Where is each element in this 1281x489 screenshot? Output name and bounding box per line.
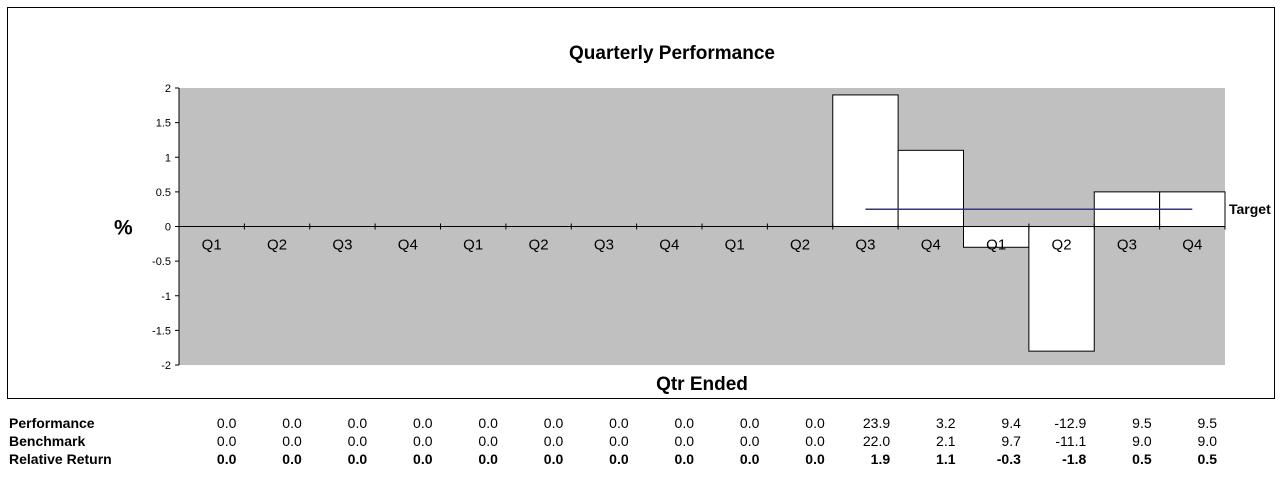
table-cell: -11.1 (1055, 433, 1087, 449)
table-cell: 0.0 (674, 433, 694, 449)
table-cell: 9.0 (1132, 433, 1152, 449)
table-cell: 23.9 (862, 415, 891, 431)
table-cell: 0.0 (478, 415, 498, 431)
x-tick-label: Q2 (267, 237, 287, 254)
table-cell: 0.0 (543, 451, 564, 467)
x-tick-label: Q2 (529, 237, 549, 254)
y-tick-label: -0.5 (152, 256, 171, 268)
table-cell: 0.0 (478, 451, 498, 467)
table-cell: 9.0 (1197, 433, 1217, 449)
table-cell: 0.0 (674, 451, 694, 467)
x-tick-label: Q4 (398, 237, 418, 254)
x-tick-label: Q4 (921, 237, 941, 254)
table-row: Relative Return 0.0 0.0 0.0 0.0 0.0 0.0 0.0 0.0 0… (7, 450, 1267, 468)
table-cell: 0.0 (674, 415, 694, 431)
table-cell: 0.0 (609, 415, 629, 431)
x-tick-label: Q3 (855, 237, 875, 254)
table-cell: 0.0 (347, 433, 368, 449)
table-cell: 0.0 (347, 451, 368, 467)
x-tick-label: Q2 (1052, 237, 1072, 254)
x-tick-label: Q3 (1117, 237, 1137, 254)
table-cell: -1.8 (1062, 451, 1087, 467)
x-tick-label: Q1 (463, 237, 483, 254)
table-cell: 3.2 (936, 415, 956, 431)
y-tick-label: 0.5 (156, 187, 171, 199)
quarterly-performance-chart: Quarterly Performance 2 1.5 1 0.5 0 -0.5 -1 -1.… (114, 43, 1271, 395)
table-cell: 0.0 (413, 451, 433, 467)
target-label: Target (1229, 201, 1271, 217)
table-cell: 9.5 (1132, 415, 1152, 431)
table-cell: 0.0 (216, 451, 237, 467)
returns-table: Performance 0.0 0.0 0.0 0.0 0.0 0.0 0.0 0.0 0.0 0.… (7, 414, 1267, 484)
bar-14 (1028, 226, 1095, 352)
table-row: Benchmark 0.0 0.0 0.0 0.0 0.0 0.0 0.0 0.0 0.0 0.0 2… (7, 432, 1267, 450)
y-tick-label: -1.5 (152, 325, 171, 337)
table-cell: 0.0 (216, 433, 237, 449)
table-cell: 0.0 (543, 433, 564, 449)
table-cell: 0.0 (282, 433, 302, 449)
table-cell: 0.0 (739, 451, 760, 467)
table-cell: 0.0 (805, 451, 825, 467)
y-tick-label: 1 (165, 152, 171, 164)
table-cell: 9.5 (1197, 415, 1217, 431)
x-tick-label: Q1 (725, 237, 745, 254)
table-cell: 0.0 (282, 451, 302, 467)
table-cell: 0.0 (347, 415, 368, 431)
table-cell: 0.0 (478, 433, 498, 449)
table-cell: 0.0 (805, 433, 825, 449)
table-cell: 9.7 (1001, 433, 1021, 449)
table-cell: 0.0 (739, 415, 760, 431)
y-axis-label: % (114, 217, 133, 240)
x-tick-label: Q1 (986, 237, 1006, 254)
x-tick-label: Q3 (332, 237, 352, 254)
table-cell: 9.4 (1001, 415, 1021, 431)
table-cell: 22.0 (862, 433, 891, 449)
row-label: Benchmark (9, 433, 86, 449)
x-tick-label: Q3 (594, 237, 614, 254)
table-cell: 0.5 (1132, 451, 1152, 467)
table-cell: 0.5 (1197, 451, 1217, 467)
table-cell: 0.0 (543, 415, 564, 431)
y-tick-label: -2 (161, 360, 171, 372)
x-axis-label: Qtr Ended (656, 374, 748, 395)
table-cell: 0.0 (413, 415, 433, 431)
table-cell: 1.1 (936, 451, 956, 467)
y-tick-label: 0 (165, 222, 171, 234)
table-cell: 0.0 (282, 415, 302, 431)
y-tick-label: 2 (165, 83, 171, 95)
table-cell: 0.0 (609, 451, 629, 467)
y-tick-label: -1 (161, 291, 171, 303)
table-cell: 2.1 (936, 433, 956, 449)
table-cell: -0.3 (996, 451, 1021, 467)
y-tick-label: 1.5 (156, 118, 171, 130)
table-cell: 0.0 (609, 433, 629, 449)
x-tick-label: Q2 (790, 237, 810, 254)
table-cell: 1.9 (870, 451, 891, 467)
table-cell: -12.9 (1054, 415, 1087, 431)
chart-frame: Quarterly Performance 2 1.5 1 0.5 0 -0.5 -1 -1.… (7, 7, 1275, 399)
x-tick-label: Q4 (659, 237, 679, 254)
table-cell: 0.0 (413, 433, 433, 449)
bar-11 (832, 94, 899, 227)
table-row: Performance 0.0 0.0 0.0 0.0 0.0 0.0 0.0 0.0 0.0 0.… (7, 414, 1267, 432)
table-cell: 0.0 (805, 415, 825, 431)
bar-12 (897, 149, 964, 227)
table-cell: 0.0 (216, 415, 237, 431)
row-label: Performance (9, 415, 95, 431)
row-label: Relative Return (9, 451, 112, 467)
chart-title: Quarterly Performance (569, 43, 775, 64)
x-tick-label: Q4 (1182, 237, 1202, 254)
table-cell: 0.0 (739, 433, 760, 449)
x-tick-label: Q1 (202, 237, 222, 254)
